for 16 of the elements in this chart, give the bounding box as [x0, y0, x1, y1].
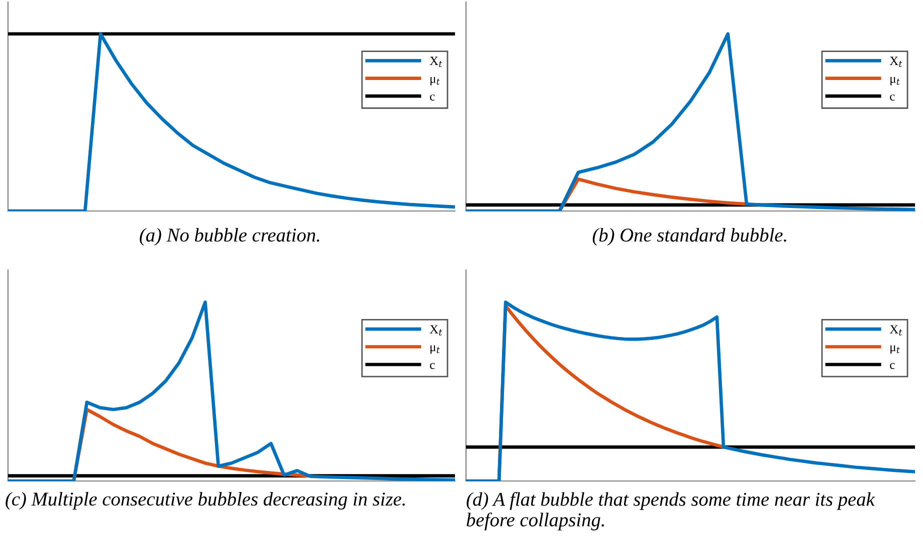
legend-label: μ$_{t}$	[430, 345, 440, 354]
text: (c) Multiple consecutive bubbles decreasing in size.	[6, 492, 405, 510]
legend-label: c	[890, 362, 895, 369]
legend-label: c	[890, 94, 895, 101]
legend-label: X$_{t}$	[430, 56, 442, 68]
legend-label: X$_{t}$	[890, 56, 902, 68]
text: (d) A flat bubble that spends some time near its peak before collapsing.	[466, 492, 875, 530]
legend-label: μ$_{t}$	[430, 76, 440, 86]
legend-label: X$_{t}$	[430, 325, 442, 336]
legend-label: μ$_{t}$	[890, 76, 900, 86]
text: (b) One standard bubble.	[592, 228, 786, 246]
legend-label: X$_{t}$	[890, 325, 902, 336]
legend-label: c	[430, 362, 435, 369]
legend-label: μ$_{t}$	[890, 345, 900, 354]
text: (a) No bubble creation.	[140, 228, 320, 246]
legend-label: c	[430, 94, 435, 101]
